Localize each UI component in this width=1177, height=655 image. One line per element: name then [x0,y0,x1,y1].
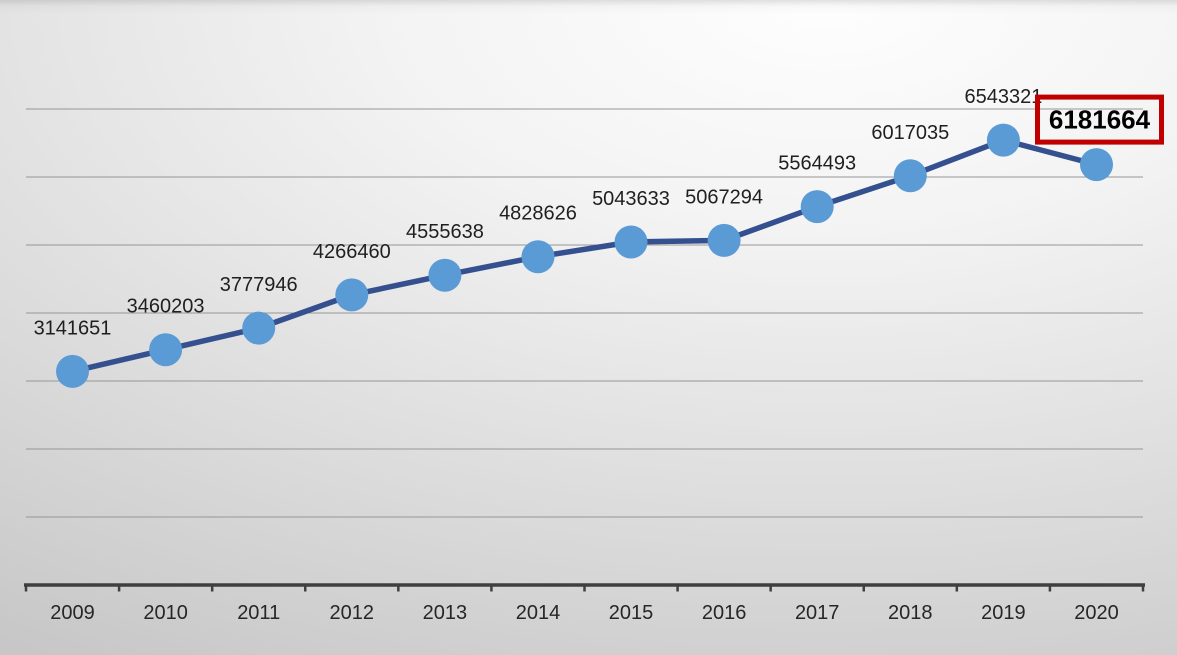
data-label: 6543321 [964,86,1042,108]
data-label: 3460203 [127,296,205,318]
x-axis-category-label: 2012 [330,602,375,624]
x-axis-category-label: 2020 [1074,602,1119,624]
x-axis-category-label: 2013 [423,602,468,624]
data-point-marker [149,333,183,367]
data-point-marker [242,311,276,345]
x-axis-category-label: 2011 [237,602,280,624]
data-point-marker [521,240,555,274]
x-axis-category-label: 2014 [516,602,561,624]
data-point-marker [800,190,834,224]
data-label: 5043633 [592,188,670,210]
data-point-marker [1080,148,1113,182]
data-label: 4828626 [499,203,577,225]
x-axis-category-label: 2009 [50,602,95,624]
data-point-marker [893,159,927,193]
data-point-marker [707,223,741,257]
x-axis-category-label: 2010 [143,602,188,624]
data-point-marker [56,354,89,388]
data-point-marker [335,278,369,312]
x-axis-category-label: 2015 [609,602,654,624]
data-label: 4266460 [313,241,391,263]
data-label: 4555638 [406,221,484,243]
x-axis-category-label: 2018 [888,602,933,624]
highlight-data-label: 6181664 [1049,105,1151,135]
highlight-box [1035,94,1164,145]
x-axis-category-label: 2017 [795,602,840,624]
data-point-marker [614,225,648,259]
series-line [69,137,1100,375]
data-point-marker [428,258,462,292]
x-axis-category-label: 2016 [702,602,747,624]
data-label: 5067294 [685,186,763,208]
data-label: 3777946 [220,274,298,296]
data-point-marker [986,123,1020,157]
x-axis-category-label: 2019 [981,602,1026,624]
data-label: 3141651 [34,317,112,339]
data-label: 6017035 [871,122,949,144]
data-label: 5564493 [778,153,856,175]
